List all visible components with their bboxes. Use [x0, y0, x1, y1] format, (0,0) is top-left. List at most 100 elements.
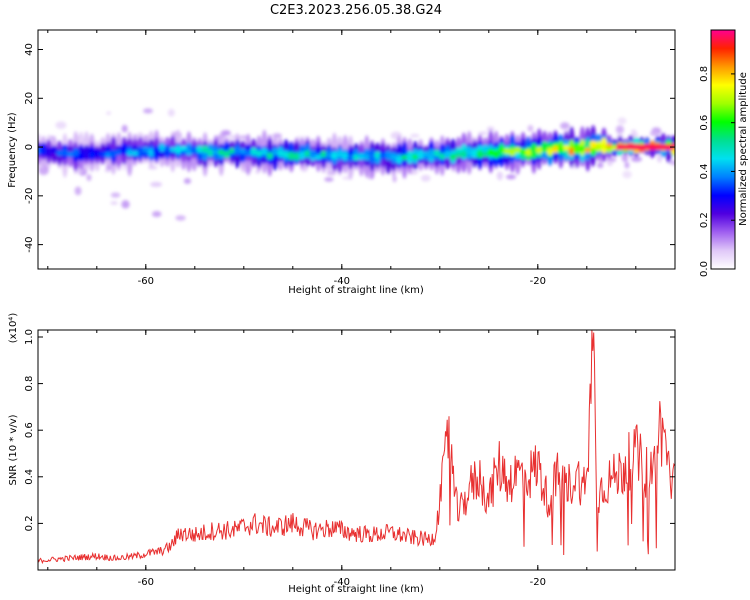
snr-y-axis-label: SNR (10 * v/v) [8, 414, 19, 485]
heatmap-cell [384, 150, 392, 158]
heatmap-cell [530, 146, 538, 156]
heatmap-frame [37, 29, 676, 270]
heatmap-cell [562, 145, 570, 151]
snr-x-tick-label: -60 [138, 577, 154, 588]
heatmap-cell [99, 150, 107, 159]
heatmap-cell [607, 160, 613, 166]
heatmap-cell [449, 153, 457, 161]
heatmap-cell [83, 149, 90, 157]
heatmap-cell [55, 121, 67, 130]
snr-x-tick-label: -40 [334, 577, 350, 588]
heatmap-cell [392, 175, 397, 183]
heatmap-cell [143, 108, 153, 114]
colorbar-tick-label: 0.2 [699, 212, 710, 228]
heatmap-x-axis-label: Height of straight line (km) [288, 285, 424, 296]
heatmap-cell [106, 111, 111, 115]
heatmap-cell [104, 151, 112, 159]
heatmap-cell [185, 150, 193, 156]
heatmap-cell [77, 152, 85, 162]
heatmap-cell [163, 148, 171, 157]
heatmap-cell [568, 147, 576, 156]
heatmap-cell [228, 147, 236, 154]
heatmap-cell [605, 145, 613, 153]
heatmap-cell [477, 131, 488, 136]
heatmap-cell [630, 156, 643, 162]
heatmap-cell [600, 142, 608, 150]
heatmap-cell [358, 152, 365, 161]
heatmap-cell [309, 149, 317, 158]
heatmap-cell [190, 147, 198, 155]
snr-x-axis-label: Height of straight line (km) [288, 584, 424, 595]
heatmap-cell [525, 148, 532, 156]
colorbar-tick-label: 0.4 [699, 163, 710, 179]
heatmap-cell [148, 165, 158, 170]
heatmap-cell [277, 150, 284, 157]
heatmap-cell [617, 117, 627, 125]
heatmap-cell [630, 129, 637, 134]
heatmap-cell [56, 149, 63, 157]
heatmap-cell [615, 125, 625, 134]
heatmap-cell [584, 147, 592, 153]
heatmap-cell [428, 149, 435, 157]
heatmap-cell [147, 148, 155, 157]
heatmap-cell [597, 162, 604, 169]
heatmap-cell [66, 151, 74, 158]
heatmap-cell [158, 143, 166, 152]
heatmap-cell [616, 144, 675, 150]
heatmap-cell [471, 149, 478, 159]
heatmap-cell [410, 134, 420, 138]
heatmap-cell [110, 149, 117, 158]
heatmap-cell [183, 178, 192, 184]
heatmap-cell [93, 149, 101, 157]
heatmap-cell [541, 144, 549, 153]
colorbar: 0.0 0.2 0.4 0.6 0.8 Normalized spectral ampl… [699, 29, 749, 277]
heatmap-cell [272, 133, 282, 139]
heatmap-cell [217, 149, 225, 155]
heatmap-cell [406, 151, 414, 160]
heatmap-cell [72, 147, 80, 157]
figure-title: C2E3.2023.256.05.38.G24 [270, 3, 442, 18]
heatmap-cell [167, 108, 175, 117]
heatmap-cell [347, 154, 355, 163]
spectrogram-panel: -60 -40 -20 -40 -20 0 20 40 Height of straight… [7, 29, 676, 296]
heatmap-y-tick-label: 20 [24, 92, 35, 105]
heatmap-cell [298, 151, 306, 160]
heatmap-cell [234, 146, 241, 154]
heatmap-cell [110, 192, 121, 198]
heatmap-cell [61, 148, 69, 157]
heatmap-cell [110, 201, 118, 205]
heatmap-cell [503, 148, 511, 155]
heatmap-cell [331, 151, 338, 160]
heatmap-cell [486, 126, 495, 132]
heatmap-cell [104, 169, 111, 173]
heatmap-cell [595, 144, 602, 151]
heatmap-cell [621, 154, 629, 163]
snr-series-line [38, 330, 675, 565]
heatmap-x-tick-label: -60 [138, 276, 154, 287]
heatmap-cell [115, 149, 123, 156]
heatmap-x-tick-label: -40 [334, 276, 350, 287]
snr-x-tick-label: -20 [530, 577, 546, 588]
heatmap-cell [492, 150, 500, 159]
heatmap-cell [624, 161, 630, 169]
heatmap-cell [169, 146, 177, 153]
heatmap-cell [282, 150, 290, 159]
heatmap-cell [137, 148, 144, 160]
heatmap-cell [120, 148, 128, 155]
heatmap-cell [152, 210, 162, 218]
heatmap-cell [465, 147, 473, 155]
heatmap-cell [201, 145, 209, 153]
heatmap-cell [314, 154, 322, 160]
colorbar-frame [710, 29, 736, 270]
heatmap-cell [527, 124, 534, 132]
heatmap-cell [121, 200, 130, 209]
colorbar-tick-label: 0.6 [699, 115, 710, 131]
heatmap-cell [180, 145, 187, 151]
heatmap-cell [552, 145, 559, 154]
heatmap-cell [433, 149, 441, 157]
colorbar-label: Normalized spectral amplitude [738, 72, 749, 226]
heatmap-cell [239, 148, 247, 155]
heatmap-cell [244, 150, 252, 157]
heatmap-y-tick-label: 0 [24, 144, 35, 150]
